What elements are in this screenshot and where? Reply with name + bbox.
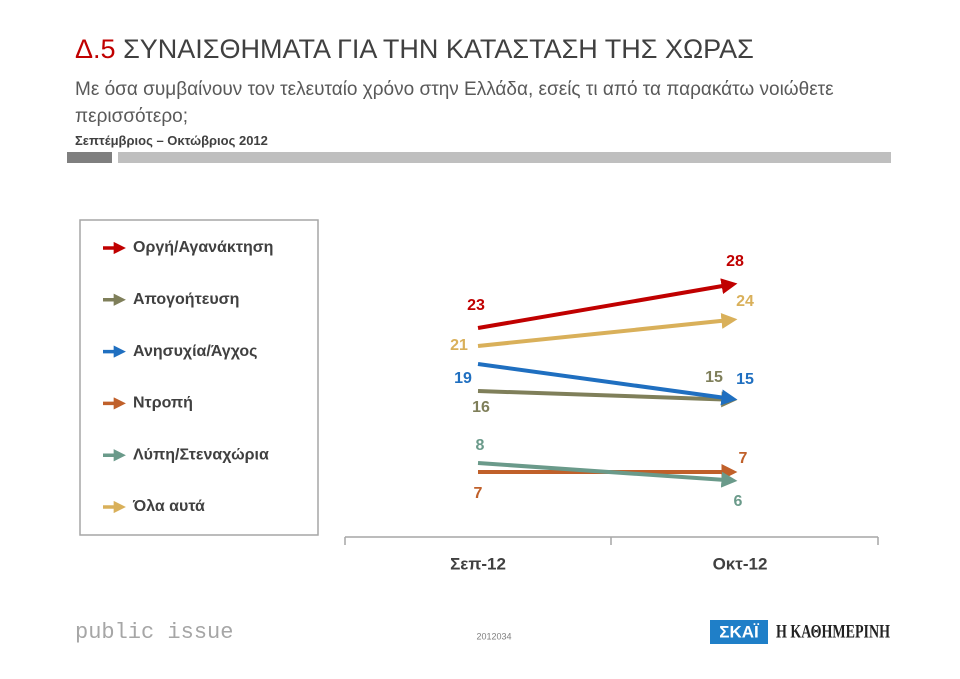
series-line [477,461,738,488]
legend-label: Οργή/Αγανάκτηση [133,239,273,256]
data-label: 19 [454,370,472,387]
series-line [477,389,738,408]
series-line [477,278,738,330]
data-label: 7 [739,450,748,467]
data-label: 6 [734,493,743,510]
series-line [477,362,738,406]
title-text: ΣΥΝΑΙΣΘΗΜΑΤΑ ΓΙΑ ΤΗΝ ΚΑΤΑΣΤΑΣΗ ΤΗΣ ΧΩΡΑΣ [123,34,754,64]
legend-label: Ανησυχία/Άγχος [133,343,257,360]
subtitle: Με όσα συμβαίνουν τον τελευταίο χρόνο στ… [75,79,834,127]
legend-label: Όλα αυτά [132,498,205,515]
data-label: 23 [467,297,485,314]
brand: public issue [75,620,233,645]
legend-box [79,219,319,536]
code: 2012034 [476,631,511,641]
legend-label: Ντροπή [133,395,193,412]
series-line [477,312,738,348]
data-label: 15 [736,371,754,388]
data-label: 7 [474,485,483,502]
header-bar-dark [67,152,112,163]
data-label: 15 [705,369,723,386]
title-number: Δ.5 [75,34,116,64]
data-label: 21 [450,337,468,354]
logo1: ΣΚΑΪ [719,622,760,641]
legend-label: Λύπη/Στεναχώρια [133,446,269,463]
legend-label: Απογοήτευση [133,291,239,308]
x-tick-label: Σεπ-12 [450,554,506,573]
x-tick-label: Οκτ-12 [713,554,768,573]
data-label: 24 [736,293,754,310]
data-label: 16 [472,399,490,416]
period: Σεπτέμβριος – Οκτώβριος 2012 [75,133,268,148]
logo1-box [710,620,768,644]
data-label: 8 [476,437,485,454]
data-label: 28 [726,253,744,270]
header-bar-light [118,152,891,163]
logo2: Η ΚΑΘΗΜΕΡΙΝΗ [776,621,890,642]
title: Δ.5 ΣΥΝΑΙΣΘΗΜΑΤΑ ΓΙΑ ΤΗΝ ΚΑΤΑΣΤΑΣΗ ΤΗΣ Χ… [75,34,754,65]
